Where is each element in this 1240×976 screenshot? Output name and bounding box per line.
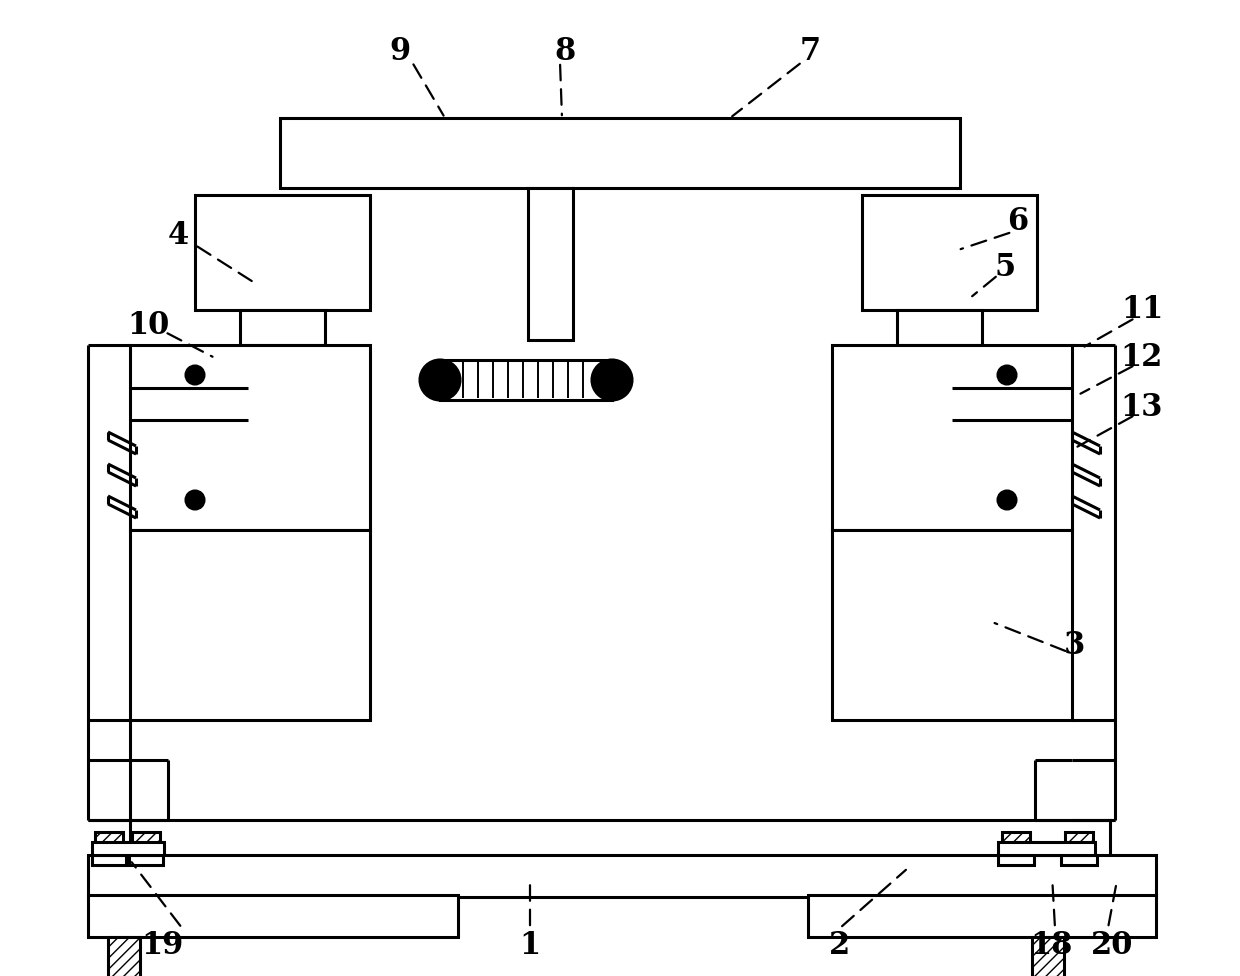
- Circle shape: [998, 366, 1016, 384]
- Text: 3: 3: [1064, 630, 1086, 661]
- Circle shape: [186, 491, 205, 509]
- Text: 8: 8: [554, 36, 575, 67]
- Bar: [129, 855, 162, 865]
- Bar: [998, 842, 1095, 855]
- Text: 12: 12: [1121, 343, 1163, 374]
- Circle shape: [186, 366, 205, 384]
- Bar: [1065, 832, 1092, 857]
- Bar: [440, 360, 613, 400]
- Bar: [88, 895, 458, 937]
- Bar: [998, 855, 1034, 865]
- Bar: [1002, 832, 1030, 857]
- Bar: [248, 375, 316, 530]
- Text: 7: 7: [800, 36, 821, 67]
- Circle shape: [998, 491, 1016, 509]
- Bar: [195, 195, 370, 310]
- Bar: [280, 118, 960, 188]
- Text: 13: 13: [1121, 392, 1163, 424]
- Bar: [808, 895, 1156, 937]
- Bar: [897, 310, 982, 348]
- Bar: [95, 832, 123, 857]
- Bar: [130, 820, 1110, 862]
- Bar: [885, 375, 954, 530]
- Text: 9: 9: [389, 36, 410, 67]
- Circle shape: [591, 360, 632, 400]
- Text: 10: 10: [126, 309, 169, 341]
- Bar: [241, 310, 325, 348]
- Bar: [832, 345, 1073, 530]
- Text: 5: 5: [994, 253, 1016, 283]
- Bar: [528, 188, 573, 340]
- Text: 6: 6: [1007, 207, 1028, 237]
- Bar: [1061, 855, 1097, 865]
- Bar: [130, 530, 370, 720]
- Bar: [832, 530, 1073, 720]
- Text: 20: 20: [1091, 929, 1133, 960]
- Text: 2: 2: [830, 929, 851, 960]
- Bar: [92, 842, 164, 855]
- Bar: [241, 345, 325, 375]
- Text: 19: 19: [141, 929, 184, 960]
- Bar: [88, 855, 1156, 897]
- Text: 18: 18: [1030, 929, 1073, 960]
- Bar: [130, 345, 370, 530]
- Bar: [862, 195, 1037, 310]
- Bar: [108, 937, 140, 976]
- Circle shape: [420, 360, 460, 400]
- Text: 4: 4: [167, 220, 188, 251]
- Bar: [131, 832, 160, 857]
- Bar: [1032, 937, 1064, 976]
- Text: 1: 1: [520, 929, 541, 960]
- Bar: [92, 855, 126, 865]
- Bar: [897, 345, 982, 375]
- Text: 11: 11: [1121, 295, 1163, 326]
